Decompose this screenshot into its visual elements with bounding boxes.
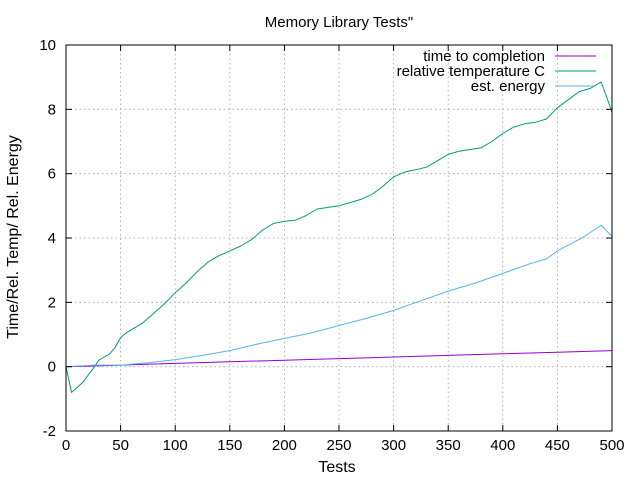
x-tick-label: 450 <box>545 437 570 454</box>
y-tick-label: 8 <box>48 101 56 118</box>
y-tick-label: -2 <box>43 423 56 440</box>
x-tick-label: 50 <box>112 437 129 454</box>
y-tick-label: 2 <box>48 294 56 311</box>
legend-label-relative-temperature-c: relative temperature C <box>397 63 546 80</box>
x-tick-label: 350 <box>436 437 461 454</box>
series-line-time-to-completion <box>65 350 613 368</box>
axis-ticks: 0 50 100 150 200 250 300 350 400 450 500 -2 0 2 4 6 8 10 <box>39 37 624 454</box>
y-tick-label: 4 <box>48 230 56 247</box>
chart-title: Memory Library Tests" <box>265 14 413 31</box>
x-tick-label: 0 <box>62 437 70 454</box>
y-tick-label: 0 <box>48 359 56 376</box>
series-line-relative-temperature-c <box>65 81 613 393</box>
x-tick-label: 300 <box>381 437 406 454</box>
y-tick-label: 10 <box>39 37 56 54</box>
series-line-est-energy <box>65 224 613 368</box>
x-tick-label: 500 <box>599 437 624 454</box>
x-tick-label: 100 <box>163 437 188 454</box>
y-tick-label: 6 <box>48 166 56 183</box>
x-tick-label: 150 <box>217 437 242 454</box>
grid-lines <box>66 45 612 431</box>
y-axis-label: Time/Rel. Temp/ Rel. Energy <box>5 135 22 339</box>
x-tick-label: 400 <box>490 437 515 454</box>
series-lines <box>65 81 613 393</box>
legend-label-est-energy: est. energy <box>471 78 546 95</box>
x-axis-label: Tests <box>318 459 355 476</box>
x-tick-label: 200 <box>272 437 297 454</box>
x-tick-label: 250 <box>326 437 351 454</box>
legend-label-time-to-completion: time to completion <box>423 48 545 65</box>
